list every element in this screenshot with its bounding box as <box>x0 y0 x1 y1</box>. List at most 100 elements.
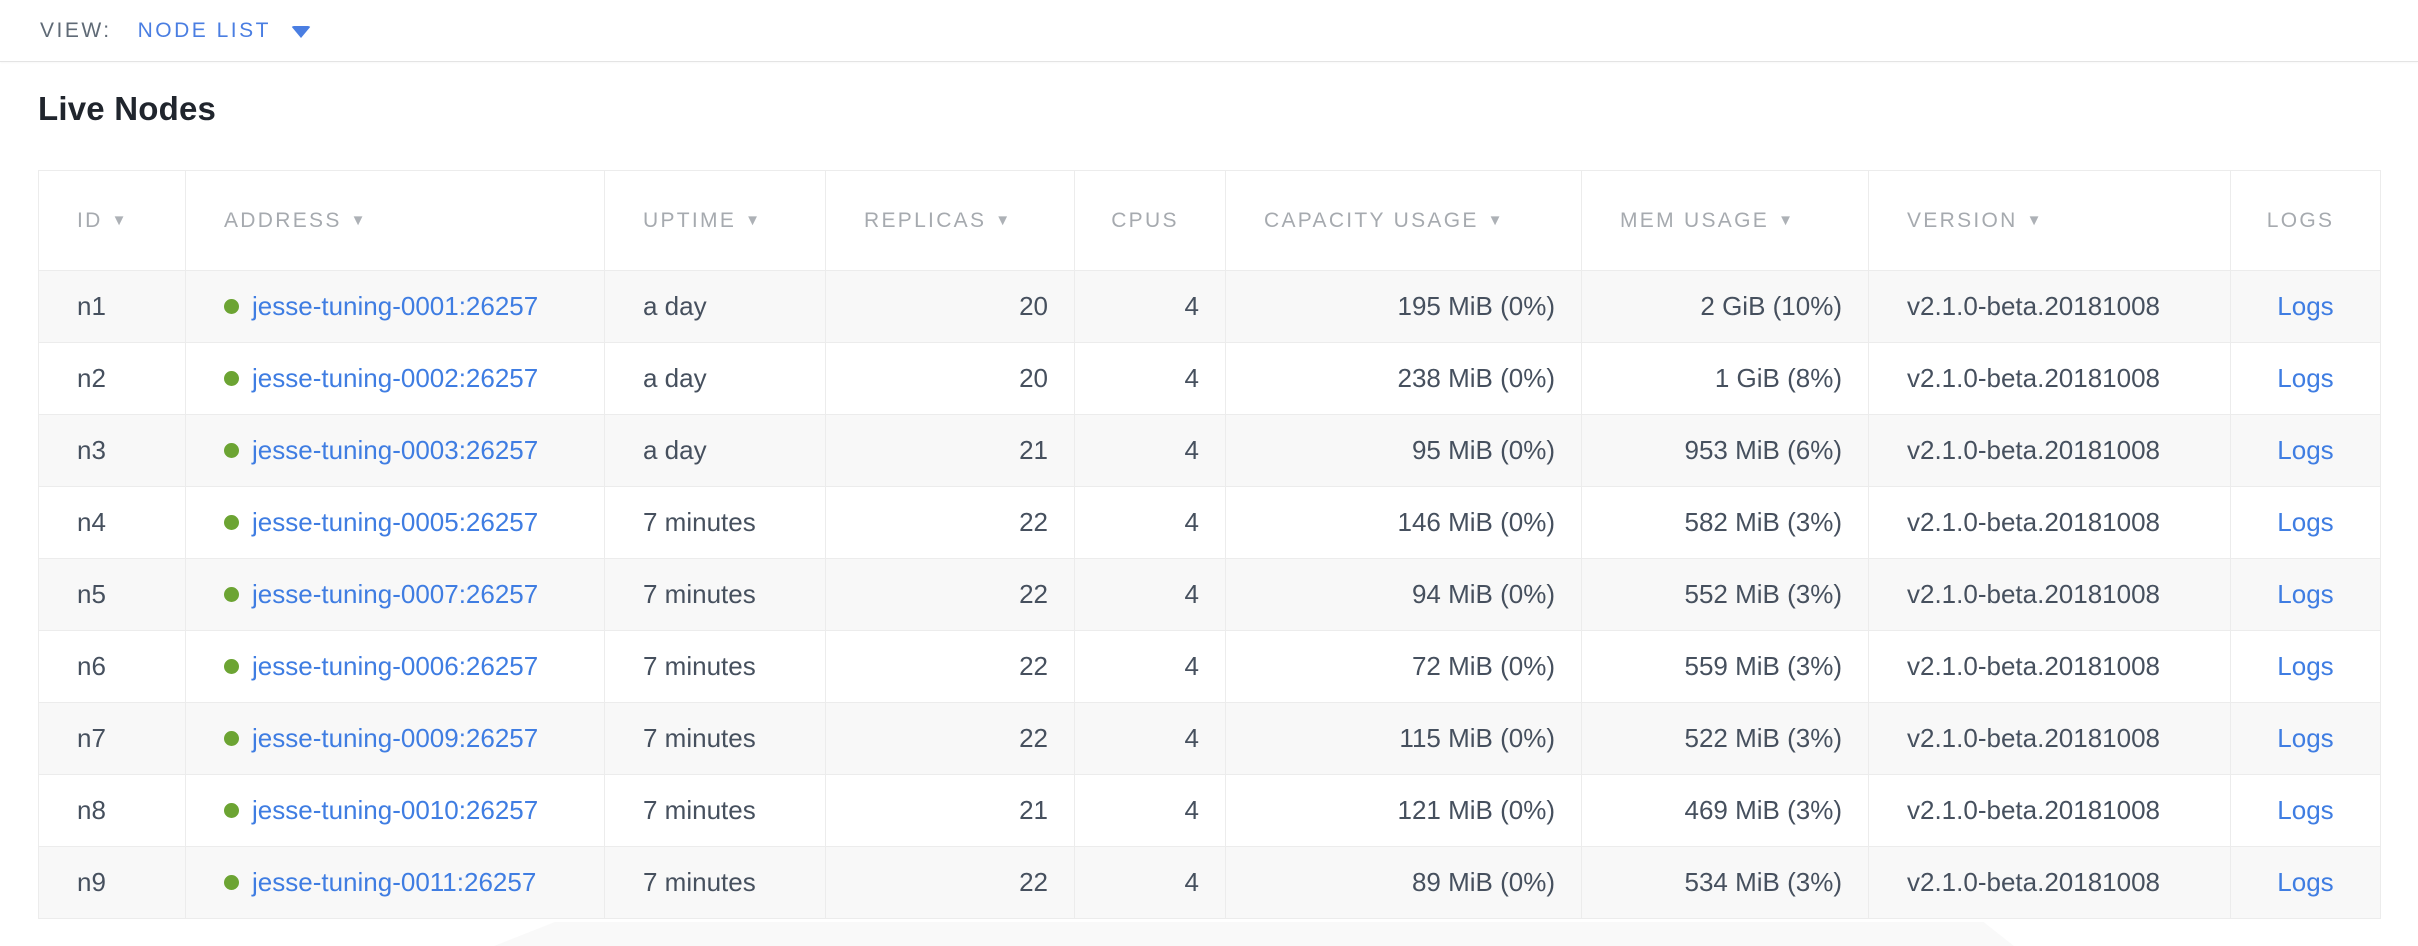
column-header-uptime[interactable]: UPTIME ▼ <box>604 170 826 271</box>
node-uptime-cell: a day <box>604 414 826 487</box>
node-replicas-cell: 20 <box>825 342 1075 415</box>
sort-desc-icon: ▼ <box>995 211 1013 229</box>
node-address-cell: jesse-tuning-0002:26257 <box>185 342 605 415</box>
node-address-link[interactable]: jesse-tuning-0005:26257 <box>252 507 539 537</box>
column-header-capacity-usage[interactable]: CAPACITY USAGE ▼ <box>1225 170 1582 271</box>
node-live-dot-icon <box>224 731 239 746</box>
logs-link[interactable]: Logs <box>2277 723 2334 753</box>
node-logs-cell: Logs <box>2230 414 2381 487</box>
column-header-id[interactable]: ID ▼ <box>38 170 186 271</box>
node-uptime-cell: 7 minutes <box>604 702 826 775</box>
page-title: Live Nodes <box>38 90 217 127</box>
logs-link[interactable]: Logs <box>2277 867 2334 897</box>
node-cpus-cell: 4 <box>1074 486 1226 559</box>
node-address-link[interactable]: jesse-tuning-0011:26257 <box>252 867 537 897</box>
node-address-cell: jesse-tuning-0006:26257 <box>185 630 605 703</box>
node-capacity-cell: 94 MiB (0%) <box>1225 558 1582 631</box>
node-capacity-cell: 195 MiB (0%) <box>1225 270 1582 343</box>
node-version-cell: v2.1.0-beta.20181008 <box>1868 846 2231 919</box>
view-bar: VIEW: NODE LIST <box>0 0 2418 62</box>
logs-link[interactable]: Logs <box>2277 579 2334 609</box>
column-header-version[interactable]: VERSION ▼ <box>1868 170 2231 271</box>
view-label: VIEW: <box>40 18 112 42</box>
node-uptime-cell: 7 minutes <box>604 630 826 703</box>
view-selected-value: NODE LIST <box>137 18 271 42</box>
node-address-link[interactable]: jesse-tuning-0001:26257 <box>252 291 539 321</box>
node-live-dot-icon <box>224 875 239 890</box>
table-row: n8 jesse-tuning-0010:26257 7 minutes 21 … <box>38 774 2381 847</box>
node-capacity-cell: 238 MiB (0%) <box>1225 342 1582 415</box>
node-id-cell: n9 <box>38 846 186 919</box>
sort-desc-icon: ▼ <box>1487 211 1505 229</box>
node-logs-cell: Logs <box>2230 630 2381 703</box>
node-logs-cell: Logs <box>2230 846 2381 919</box>
node-replicas-cell: 21 <box>825 414 1075 487</box>
view-selector-dropdown[interactable]: NODE LIST <box>138 19 311 43</box>
node-capacity-cell: 146 MiB (0%) <box>1225 486 1582 559</box>
node-address-cell: jesse-tuning-0003:26257 <box>185 414 605 487</box>
node-id-cell: n1 <box>38 270 186 343</box>
node-replicas-cell: 22 <box>825 846 1075 919</box>
node-version-cell: v2.1.0-beta.20181008 <box>1868 270 2231 343</box>
column-header-address[interactable]: ADDRESS ▼ <box>185 170 605 271</box>
node-address-link[interactable]: jesse-tuning-0006:26257 <box>252 651 539 681</box>
node-id-cell: n7 <box>38 702 186 775</box>
live-nodes-table: ID ▼ ADDRESS ▼ UPTIME ▼ REPLICAS ▼ CPUS CAPA… <box>38 170 2381 919</box>
logs-link[interactable]: Logs <box>2277 651 2334 681</box>
node-cpus-cell: 4 <box>1074 774 1226 847</box>
node-logs-cell: Logs <box>2230 702 2381 775</box>
node-logs-cell: Logs <box>2230 774 2381 847</box>
main-content: Live Nodes ID ▼ ADDRESS ▼ UPTIME ▼ REPLICAS… <box>0 90 2418 919</box>
node-mem-cell: 582 MiB (3%) <box>1581 486 1869 559</box>
node-address-link[interactable]: jesse-tuning-0003:26257 <box>252 435 539 465</box>
table-row: n5 jesse-tuning-0007:26257 7 minutes 22 … <box>38 558 2381 631</box>
node-mem-cell: 534 MiB (3%) <box>1581 846 1869 919</box>
node-logs-cell: Logs <box>2230 270 2381 343</box>
node-capacity-cell: 72 MiB (0%) <box>1225 630 1582 703</box>
table-row: n3 jesse-tuning-0003:26257 a day 21 4 95… <box>38 414 2381 487</box>
node-id-cell: n4 <box>38 486 186 559</box>
node-cpus-cell: 4 <box>1074 630 1226 703</box>
node-id-cell: n8 <box>38 774 186 847</box>
node-version-cell: v2.1.0-beta.20181008 <box>1868 342 2231 415</box>
node-address-link[interactable]: jesse-tuning-0010:26257 <box>252 795 539 825</box>
node-mem-cell: 469 MiB (3%) <box>1581 774 1869 847</box>
node-version-cell: v2.1.0-beta.20181008 <box>1868 774 2231 847</box>
node-live-dot-icon <box>224 587 239 602</box>
logs-link[interactable]: Logs <box>2277 507 2334 537</box>
node-address-cell: jesse-tuning-0005:26257 <box>185 486 605 559</box>
node-mem-cell: 2 GiB (10%) <box>1581 270 1869 343</box>
node-address-link[interactable]: jesse-tuning-0002:26257 <box>252 363 539 393</box>
page-bottom-shadow <box>494 922 2014 946</box>
table-row: n1 jesse-tuning-0001:26257 a day 20 4 19… <box>38 270 2381 343</box>
node-address-cell: jesse-tuning-0009:26257 <box>185 702 605 775</box>
node-logs-cell: Logs <box>2230 486 2381 559</box>
column-header-replicas[interactable]: REPLICAS ▼ <box>825 170 1075 271</box>
node-mem-cell: 559 MiB (3%) <box>1581 630 1869 703</box>
node-address-link[interactable]: jesse-tuning-0007:26257 <box>252 579 539 609</box>
node-address-cell: jesse-tuning-0011:26257 <box>185 846 605 919</box>
table-row: n7 jesse-tuning-0009:26257 7 minutes 22 … <box>38 702 2381 775</box>
node-version-cell: v2.1.0-beta.20181008 <box>1868 414 2231 487</box>
node-live-dot-icon <box>224 659 239 674</box>
logs-link[interactable]: Logs <box>2277 795 2334 825</box>
table-row: n6 jesse-tuning-0006:26257 7 minutes 22 … <box>38 630 2381 703</box>
node-logs-cell: Logs <box>2230 558 2381 631</box>
node-address-link[interactable]: jesse-tuning-0009:26257 <box>252 723 539 753</box>
node-uptime-cell: 7 minutes <box>604 558 826 631</box>
sort-desc-icon: ▼ <box>350 211 368 229</box>
node-uptime-cell: 7 minutes <box>604 846 826 919</box>
column-header-mem-usage[interactable]: MEM USAGE ▼ <box>1581 170 1869 271</box>
node-cpus-cell: 4 <box>1074 558 1226 631</box>
node-capacity-cell: 121 MiB (0%) <box>1225 774 1582 847</box>
logs-link[interactable]: Logs <box>2277 363 2334 393</box>
node-mem-cell: 1 GiB (8%) <box>1581 342 1869 415</box>
sort-desc-icon: ▼ <box>745 211 763 229</box>
node-capacity-cell: 89 MiB (0%) <box>1225 846 1582 919</box>
logs-link[interactable]: Logs <box>2277 435 2334 465</box>
table-row: n4 jesse-tuning-0005:26257 7 minutes 22 … <box>38 486 2381 559</box>
node-replicas-cell: 22 <box>825 558 1075 631</box>
node-logs-cell: Logs <box>2230 342 2381 415</box>
sort-desc-icon: ▼ <box>111 211 129 229</box>
logs-link[interactable]: Logs <box>2277 291 2334 321</box>
